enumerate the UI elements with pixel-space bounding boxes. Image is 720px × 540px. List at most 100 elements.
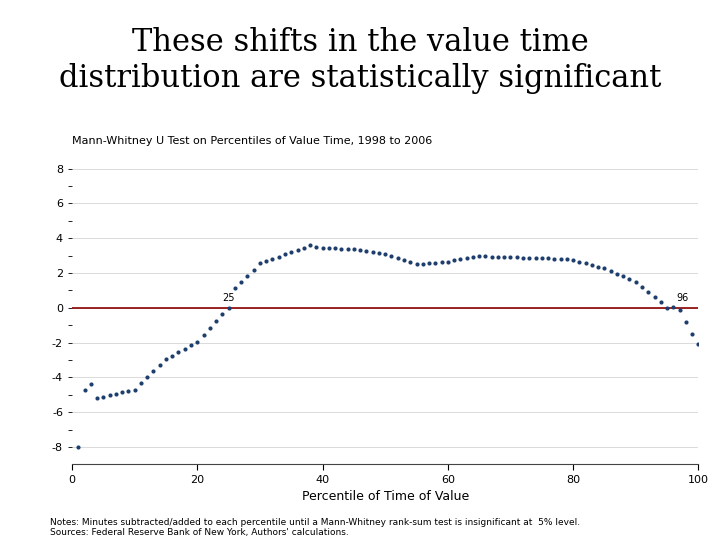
- Point: [141, 373, 153, 382]
- Point: [160, 355, 172, 363]
- Point: [104, 391, 115, 400]
- Point: [474, 252, 485, 261]
- Point: [266, 254, 278, 263]
- Point: [511, 253, 523, 262]
- Point: [248, 265, 259, 274]
- Point: [235, 278, 247, 286]
- Text: These shifts in the value time
distribution are statistically significant: These shifts in the value time distribut…: [59, 27, 661, 94]
- Point: [129, 385, 140, 394]
- Point: [430, 258, 441, 267]
- Point: [261, 257, 272, 266]
- Point: [605, 267, 616, 275]
- Point: [386, 252, 397, 260]
- Point: [411, 260, 423, 268]
- Text: Mann-Whitney U Test on Percentiles of Value Time, 1998 to 2006: Mann-Whitney U Test on Percentiles of Va…: [72, 136, 432, 146]
- Point: [154, 361, 166, 369]
- Point: [342, 245, 354, 253]
- Point: [405, 258, 416, 266]
- Point: [523, 253, 535, 262]
- Point: [480, 252, 491, 261]
- Point: [217, 309, 228, 318]
- Point: [354, 246, 366, 254]
- Point: [555, 255, 567, 264]
- Point: [517, 253, 528, 262]
- Point: [611, 269, 623, 278]
- Point: [198, 330, 210, 339]
- Point: [348, 245, 360, 254]
- Point: [536, 254, 547, 262]
- Point: [392, 254, 403, 262]
- Point: [686, 329, 698, 338]
- Point: [229, 284, 240, 292]
- Point: [561, 255, 572, 264]
- Point: [361, 247, 372, 255]
- Point: [649, 293, 660, 301]
- Point: [179, 345, 191, 353]
- Point: [586, 261, 598, 269]
- Point: [436, 258, 447, 266]
- Text: 25: 25: [222, 293, 235, 303]
- Point: [454, 255, 466, 264]
- Point: [317, 244, 328, 252]
- Point: [373, 248, 384, 257]
- Point: [310, 243, 322, 252]
- Point: [542, 254, 554, 262]
- Point: [630, 277, 642, 286]
- Point: [693, 340, 704, 349]
- Point: [580, 259, 591, 268]
- Point: [423, 259, 435, 267]
- Point: [680, 318, 692, 326]
- Point: [279, 250, 291, 259]
- Text: Notes: Minutes subtracted/added to each percentile until a Mann-Whitney rank-sum: Notes: Minutes subtracted/added to each …: [50, 518, 580, 537]
- Point: [530, 254, 541, 262]
- Point: [642, 288, 654, 296]
- Point: [242, 271, 253, 280]
- Point: [204, 323, 215, 332]
- Point: [498, 253, 510, 261]
- Point: [636, 282, 648, 291]
- Point: [486, 252, 498, 261]
- Point: [549, 254, 560, 263]
- Point: [78, 385, 90, 394]
- Point: [192, 338, 203, 346]
- Point: [417, 259, 428, 268]
- Point: [461, 254, 472, 262]
- Point: [449, 256, 460, 265]
- Point: [442, 257, 454, 266]
- Text: 96: 96: [677, 293, 689, 302]
- Point: [85, 380, 96, 389]
- Point: [97, 392, 109, 401]
- Point: [73, 443, 84, 451]
- Point: [323, 244, 335, 252]
- X-axis label: Percentile of Time of Value: Percentile of Time of Value: [302, 490, 469, 503]
- Point: [505, 253, 516, 261]
- Point: [223, 303, 235, 312]
- Point: [492, 253, 504, 261]
- Point: [329, 244, 341, 253]
- Point: [298, 244, 310, 252]
- Point: [379, 249, 391, 258]
- Point: [593, 262, 604, 271]
- Point: [185, 341, 197, 349]
- Point: [667, 302, 679, 311]
- Point: [599, 264, 611, 273]
- Point: [674, 305, 685, 314]
- Point: [305, 241, 316, 249]
- Point: [467, 253, 479, 262]
- Point: [662, 303, 673, 312]
- Point: [624, 275, 635, 284]
- Point: [367, 248, 379, 256]
- Point: [292, 246, 303, 254]
- Point: [336, 244, 347, 253]
- Point: [110, 389, 122, 398]
- Point: [273, 252, 284, 261]
- Point: [210, 316, 222, 325]
- Point: [285, 248, 297, 256]
- Point: [135, 379, 147, 388]
- Point: [91, 394, 103, 403]
- Point: [398, 255, 410, 264]
- Point: [655, 298, 667, 307]
- Point: [618, 272, 629, 281]
- Point: [166, 352, 178, 360]
- Point: [254, 259, 266, 268]
